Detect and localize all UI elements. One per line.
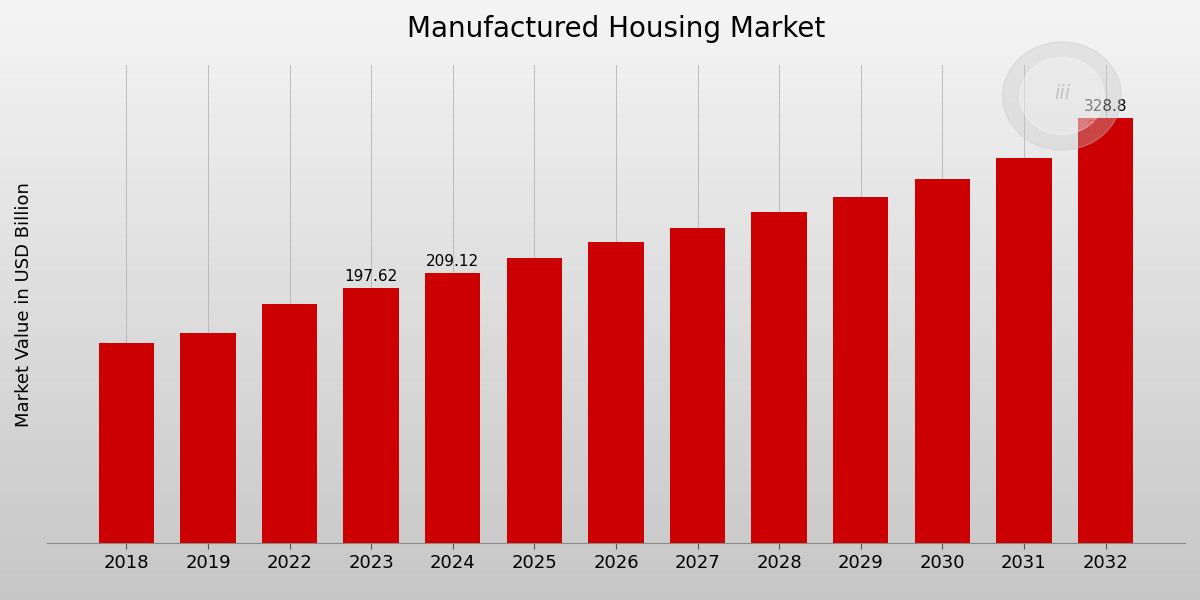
- Bar: [914, 179, 970, 544]
- Bar: [425, 273, 480, 544]
- Text: 328.8: 328.8: [1084, 99, 1127, 114]
- Bar: [996, 158, 1051, 544]
- Bar: [751, 212, 806, 544]
- Bar: [588, 242, 643, 544]
- Text: 197.62: 197.62: [344, 269, 397, 284]
- Bar: [180, 332, 235, 544]
- Polygon shape: [1020, 58, 1104, 134]
- Bar: [670, 228, 725, 544]
- Bar: [262, 304, 317, 544]
- Polygon shape: [1003, 42, 1122, 150]
- Y-axis label: Market Value in USD Billion: Market Value in USD Billion: [14, 182, 34, 427]
- Text: 209.12: 209.12: [426, 254, 479, 269]
- Bar: [506, 257, 562, 544]
- Title: Manufactured Housing Market: Manufactured Housing Market: [407, 15, 826, 43]
- Bar: [833, 197, 888, 544]
- Text: ⌕: ⌕: [1087, 119, 1096, 133]
- Text: iii: iii: [1054, 84, 1070, 103]
- Bar: [343, 288, 398, 544]
- Bar: [1078, 118, 1133, 544]
- Bar: [98, 343, 154, 544]
